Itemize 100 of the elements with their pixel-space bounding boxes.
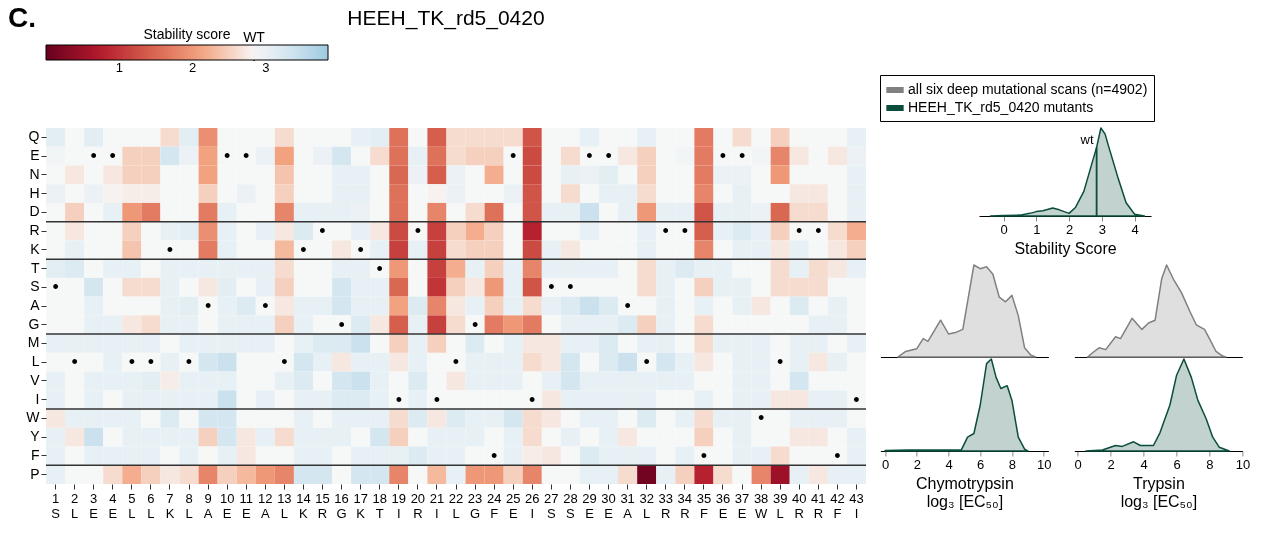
data-label: • bbox=[147, 352, 155, 373]
x-tick-label: 6 bbox=[977, 456, 985, 472]
data-label: • bbox=[262, 296, 269, 316]
y-tick-label: N bbox=[29, 165, 40, 182]
y-tick-label: Y bbox=[30, 428, 41, 445]
y-tick-label: T bbox=[30, 259, 40, 276]
ref-line-label: wt bbox=[1079, 132, 1094, 148]
x-tick-label: 36 E bbox=[715, 490, 731, 521]
y-tick-label: K bbox=[30, 240, 41, 257]
data-label: • bbox=[166, 239, 174, 260]
data-label: • bbox=[719, 146, 727, 167]
data-label: • bbox=[605, 146, 612, 167]
data-label: • bbox=[338, 314, 345, 335]
y-tick-label: F bbox=[30, 446, 40, 463]
legend-label: HEEH_TK_rd5_0420 mutants bbox=[908, 99, 1094, 115]
x-tick-label: 3 bbox=[1098, 221, 1106, 237]
x-tick-label: 17 K bbox=[353, 490, 368, 521]
data-label: • bbox=[433, 389, 441, 410]
x-tick-label: 0 bbox=[882, 456, 890, 472]
x-axis-title: Chymotrypsin log₃ [EC₅₀] bbox=[915, 474, 1014, 510]
x-tick-label: 15 R bbox=[315, 490, 330, 521]
x-tick-label: 8 bbox=[1008, 456, 1017, 472]
x-tick-label: 5 L bbox=[128, 490, 136, 521]
x-tick-label: 8 bbox=[1206, 456, 1214, 472]
x-tick-label: 3 E bbox=[89, 490, 99, 521]
data-label: • bbox=[414, 221, 422, 242]
x-axis-title: Trypsin log₃ [EC₅₀] bbox=[1120, 474, 1198, 510]
text: C. bbox=[8, 2, 36, 33]
color-bar-label: 1 bbox=[115, 60, 123, 75]
x-tick-label: 2 bbox=[913, 456, 921, 472]
y-tick-label: E bbox=[30, 147, 40, 164]
data-label: • bbox=[815, 221, 822, 242]
x-tick-label: 39 L bbox=[772, 490, 788, 521]
legend-label: all six deep mutational scans (n=4902) bbox=[908, 81, 1148, 97]
x-tick-label: 10 bbox=[1036, 456, 1052, 472]
x-tick-label: 34 R bbox=[677, 490, 693, 521]
x-tick-label: 4 bbox=[945, 456, 953, 472]
y-tick-label: Q bbox=[28, 128, 40, 145]
x-tick-label: 1 S bbox=[51, 490, 61, 521]
data-label: • bbox=[586, 146, 593, 167]
x-tick-label: 35 F bbox=[696, 490, 712, 521]
data-label: • bbox=[185, 352, 193, 373]
x-tick-label: 4 bbox=[1131, 221, 1139, 237]
x-tick-label: 25 E bbox=[505, 490, 521, 521]
data-label: • bbox=[395, 389, 402, 410]
color-bar-label: 3 bbox=[262, 60, 270, 75]
x-tick-label: 11 E bbox=[239, 490, 253, 521]
data-label: • bbox=[757, 408, 765, 429]
data-label: • bbox=[529, 389, 536, 410]
x-tick-label: 31 A bbox=[620, 490, 635, 521]
data-label: • bbox=[853, 389, 860, 410]
y-tick-label: V bbox=[30, 371, 41, 388]
data-label: • bbox=[243, 146, 250, 167]
x-tick-label: 22 L bbox=[448, 490, 464, 521]
x-tick-label: 20 R bbox=[410, 490, 426, 521]
legend-title: Stability score bbox=[143, 26, 231, 42]
x-tick-label: 13 L bbox=[277, 490, 292, 521]
chart-title: HEEH_TK_rd5_0420 bbox=[347, 6, 545, 30]
data-label: • bbox=[204, 296, 212, 316]
data-label: • bbox=[662, 221, 669, 242]
x-tick-label: 2 bbox=[1107, 456, 1115, 472]
x-tick-label: 18 T bbox=[372, 490, 387, 521]
data-label: • bbox=[548, 277, 555, 298]
x-tick-label: 32 L bbox=[639, 490, 654, 521]
x-tick-label: 43 I bbox=[849, 490, 864, 521]
data-label: • bbox=[777, 352, 784, 373]
data-label: • bbox=[452, 352, 460, 373]
y-tick-label: P bbox=[30, 465, 40, 482]
y-tick-label: R bbox=[29, 222, 40, 239]
x-axis-title: Stability Score bbox=[1014, 239, 1117, 257]
x-tick-label: 9 A bbox=[203, 490, 213, 521]
data-label: • bbox=[643, 352, 650, 373]
data-label: • bbox=[834, 445, 841, 466]
x-tick-label: 8 L bbox=[185, 490, 193, 521]
x-tick-label: 7 K bbox=[165, 490, 175, 521]
x-tick-label: 19 I bbox=[391, 490, 407, 521]
x-tick-label: 28 S bbox=[563, 490, 578, 521]
data-label: • bbox=[128, 352, 135, 373]
x-tick-label: 16 G bbox=[334, 490, 349, 521]
data-label: • bbox=[52, 277, 59, 298]
data-label: • bbox=[490, 445, 498, 466]
data-label: • bbox=[510, 146, 517, 167]
data-label: • bbox=[376, 258, 383, 279]
data-label: • bbox=[109, 146, 116, 167]
x-tick-label: 4 E bbox=[108, 490, 118, 521]
data-label: • bbox=[624, 296, 631, 316]
x-tick-label: 6 bbox=[1173, 456, 1181, 472]
data-label: • bbox=[319, 221, 326, 242]
data-label: • bbox=[90, 146, 97, 167]
x-tick-label: 26 I bbox=[525, 490, 540, 521]
x-tick-label: 12 A bbox=[258, 490, 273, 521]
data-label: • bbox=[681, 221, 688, 242]
x-tick-label: 40 R bbox=[792, 490, 807, 521]
x-tick-label: 38 W bbox=[753, 490, 769, 521]
x-tick-label: 1 bbox=[1033, 221, 1041, 237]
x-tick-label: 21 I bbox=[429, 490, 445, 521]
y-tick-label: S bbox=[30, 278, 40, 295]
x-tick-label: 4 bbox=[1140, 456, 1148, 472]
y-tick-label: W bbox=[26, 409, 41, 426]
x-tick-label: 41 R bbox=[811, 490, 826, 521]
